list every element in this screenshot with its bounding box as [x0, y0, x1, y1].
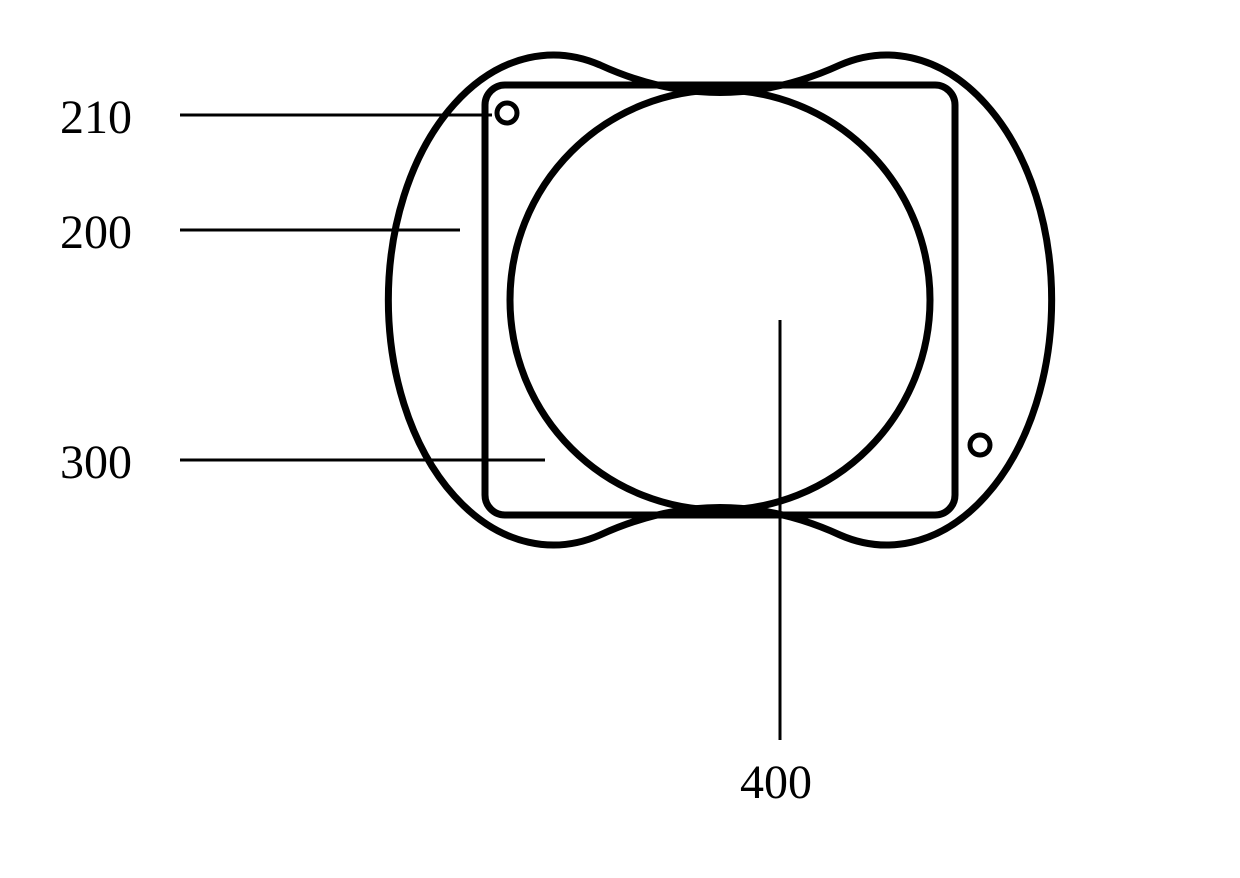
rounded-square	[485, 85, 955, 515]
small-hole-bottom-right	[970, 435, 990, 455]
label-300: 300	[60, 435, 132, 490]
label-200: 200	[60, 205, 132, 260]
leader-lines	[180, 115, 780, 740]
diagram-canvas: 210 200 300 400	[0, 0, 1240, 878]
diagram-svg	[0, 0, 1240, 878]
large-circle	[510, 90, 930, 510]
small-hole-top-left	[497, 103, 517, 123]
label-400: 400	[740, 755, 812, 810]
label-210: 210	[60, 90, 132, 145]
